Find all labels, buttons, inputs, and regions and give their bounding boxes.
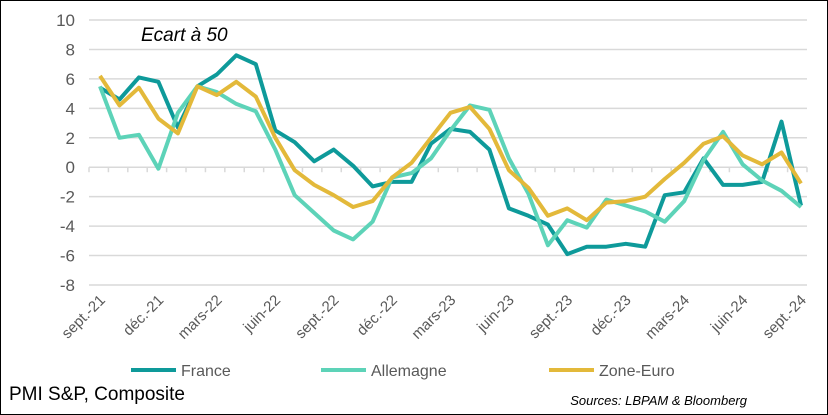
x-tick-label: juin-23: [473, 292, 518, 337]
x-tick-label: juin-22: [240, 292, 285, 337]
x-tick-label: déc.-21: [120, 292, 167, 339]
y-tick-label: 0: [66, 158, 75, 177]
footnote-pmi: PMI S&P, Composite: [9, 384, 186, 405]
y-tick-label: -6: [60, 247, 75, 266]
series-line-zone-euro: [98, 74, 803, 223]
y-tick-label: 8: [66, 40, 75, 59]
x-tick-label: mars-24: [642, 292, 693, 343]
y-tick-label: 6: [66, 70, 75, 89]
x-tick-label: juin-24: [707, 292, 752, 337]
line-chart: 10 8 6 4 2 0 -2 -4 -6 -8 sept.-21 déc.-21 mars-22 ju…: [56, 11, 810, 380]
x-tick-label: sept.-22: [292, 292, 342, 342]
series-line-france: [98, 53, 803, 257]
x-tick-label: mars-23: [408, 292, 459, 343]
y-tick-label: -4: [60, 217, 75, 236]
legend-label: Allemagne: [371, 363, 447, 380]
y-tick-label: -8: [60, 276, 75, 295]
footnote-sources: Sources: LBPAM & Bloomberg: [570, 393, 747, 408]
legend-label: Zone-Euro: [599, 363, 675, 380]
y-tick-label: 10: [56, 11, 75, 30]
x-tick-label: sept.-21: [58, 292, 108, 342]
x-tick-label: sept.-24: [759, 292, 809, 342]
x-tick-label: déc.-22: [354, 292, 401, 339]
chart-title: Ecart à 50: [141, 25, 228, 46]
legend-label: France: [181, 363, 231, 380]
y-tick-label: -2: [60, 188, 75, 207]
y-tick-label: 4: [66, 99, 75, 118]
y-tick-label: 2: [66, 129, 75, 148]
x-tick-label: déc.-23: [587, 292, 634, 339]
series-line-allemagne: [98, 84, 803, 248]
x-tick-label: sept.-23: [526, 292, 576, 342]
x-tick-label: mars-22: [175, 292, 226, 343]
